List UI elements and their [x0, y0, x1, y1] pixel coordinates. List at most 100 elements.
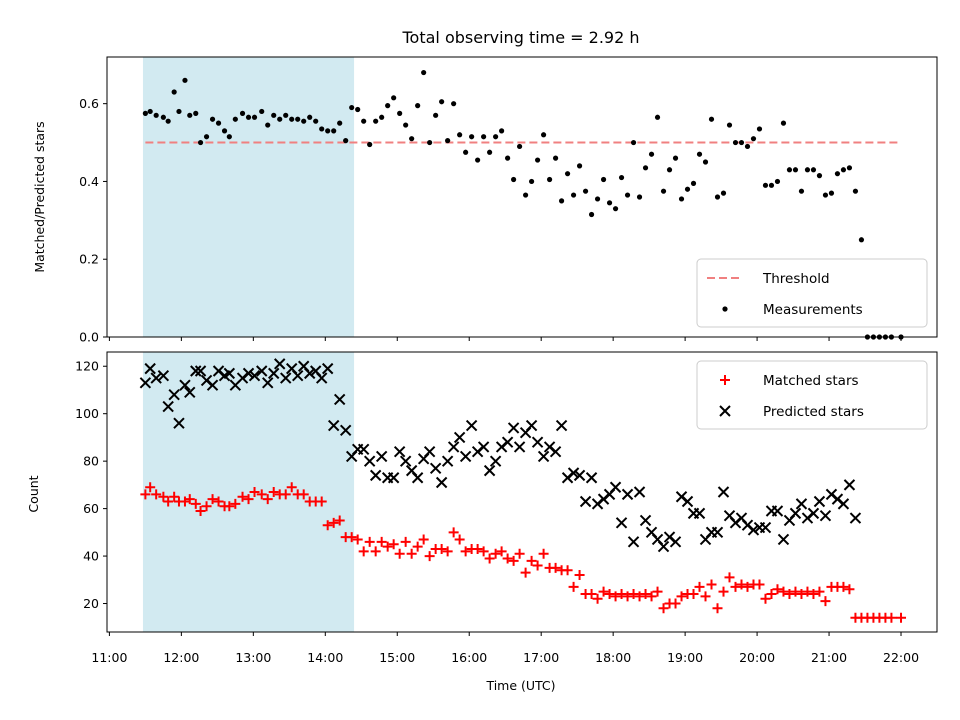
matched-star-point	[388, 539, 399, 550]
measurement-point	[840, 167, 847, 173]
predicted-star-point	[615, 517, 628, 529]
matched-star-point	[328, 517, 339, 528]
matched-star-point	[442, 546, 453, 557]
matched-star-point	[754, 579, 765, 590]
measurement-point	[182, 77, 188, 83]
series-predicted-stars	[139, 358, 862, 553]
predicted-star-point	[843, 479, 856, 491]
matched-star-point	[526, 555, 537, 566]
measurement-point	[540, 132, 547, 138]
predicted-star-point	[268, 367, 280, 380]
measurement-point	[451, 101, 457, 107]
measurement-point	[331, 128, 337, 134]
matched-star-point	[538, 548, 549, 559]
measurement-point	[588, 211, 595, 218]
measurement-point	[636, 194, 643, 200]
measurement-point	[343, 138, 349, 144]
matched-star-point	[802, 586, 813, 597]
measurement-point	[690, 180, 697, 186]
measurement-point	[858, 237, 865, 243]
matched-star-point	[424, 551, 435, 562]
matched-star-point	[646, 591, 657, 602]
matched-star-point	[316, 496, 327, 507]
matched-star-point	[820, 596, 831, 607]
measurement-point	[415, 103, 421, 109]
predicted-star-point	[777, 533, 790, 546]
predicted-star-point	[609, 481, 622, 493]
bottom-y-tick-label: 20	[83, 596, 99, 611]
matched-star-point	[256, 489, 267, 500]
predicted-star-point	[399, 455, 412, 467]
predicted-star-point	[139, 377, 152, 389]
matched-star-point	[628, 589, 639, 600]
measurement-point	[576, 163, 583, 169]
measurement-point	[618, 174, 625, 181]
matched-star-point	[814, 586, 825, 597]
predicted-star-point	[441, 455, 454, 467]
measurement-point	[546, 176, 553, 183]
matched-star-point	[478, 546, 489, 557]
predicted-star-point	[639, 514, 652, 527]
bottom-panel: 20 40 60 80 100 120 11:00 12:00 13:00 14:00 15:00 1…	[75, 351, 938, 665]
legend-label: Threshold	[762, 271, 830, 287]
x-tick-label: 12:00	[163, 650, 199, 665]
measurement-point	[457, 132, 463, 138]
x-tick-label: 19:00	[667, 650, 703, 665]
bottom-y-tick-label: 40	[83, 549, 99, 564]
matched-star-point	[454, 534, 465, 545]
matched-star-point	[718, 586, 729, 597]
matched-star-point	[760, 593, 771, 604]
top-axes-frame	[106, 56, 938, 338]
measurement-point	[846, 165, 853, 171]
measurement-point	[469, 134, 475, 140]
measurement-point	[582, 188, 589, 194]
measurement-point	[433, 112, 439, 118]
predicted-star-point	[369, 469, 382, 482]
matched-star-point	[151, 489, 162, 500]
measurement-point	[744, 143, 751, 150]
predicted-star-point	[621, 488, 634, 501]
measurement-point	[828, 190, 835, 196]
predicted-star-point	[184, 386, 196, 399]
measurement-point	[624, 192, 631, 198]
matched-star-point	[140, 489, 151, 500]
measurement-point	[271, 112, 277, 118]
predicted-star-point	[483, 464, 496, 477]
top-y-tick-label: 0.4	[79, 174, 99, 189]
measurement-point	[337, 120, 343, 126]
top-shaded-interval	[142, 57, 355, 337]
measurement-point	[355, 106, 361, 113]
measurement-point	[684, 186, 691, 192]
legend-measurement-swatch	[722, 306, 728, 312]
matched-star-point	[676, 591, 687, 602]
legend-predicted-swatch	[719, 405, 731, 417]
measurement-point	[762, 182, 769, 188]
measurement-point	[289, 116, 295, 122]
bottom-axes-frame	[106, 351, 938, 633]
x-tick-label: 20:00	[739, 650, 775, 665]
predicted-star-point	[681, 495, 694, 508]
matched-star-point	[784, 589, 795, 600]
predicted-star-point	[303, 367, 316, 380]
predicted-star-point	[375, 450, 388, 463]
matched-star-point	[592, 593, 603, 604]
measurement-point	[153, 112, 159, 118]
measurement-point	[696, 151, 703, 157]
predicted-star-point	[747, 524, 760, 536]
measurement-point	[606, 200, 613, 206]
measurement-point	[552, 155, 559, 161]
measurement-point	[403, 122, 409, 128]
matched-star-point	[652, 586, 663, 597]
predicted-star-point	[549, 445, 562, 458]
measurement-point	[816, 173, 823, 179]
measurement-point	[487, 149, 493, 155]
matched-star-point	[448, 527, 459, 538]
measurement-point	[277, 116, 283, 122]
x-tick-label: 15:00	[379, 650, 415, 665]
matched-star-point	[640, 589, 651, 600]
measurement-point	[325, 128, 331, 134]
matched-star-point	[243, 494, 254, 505]
predicted-star-point	[321, 362, 334, 375]
x-axis-label: Time (UTC)	[485, 678, 555, 693]
